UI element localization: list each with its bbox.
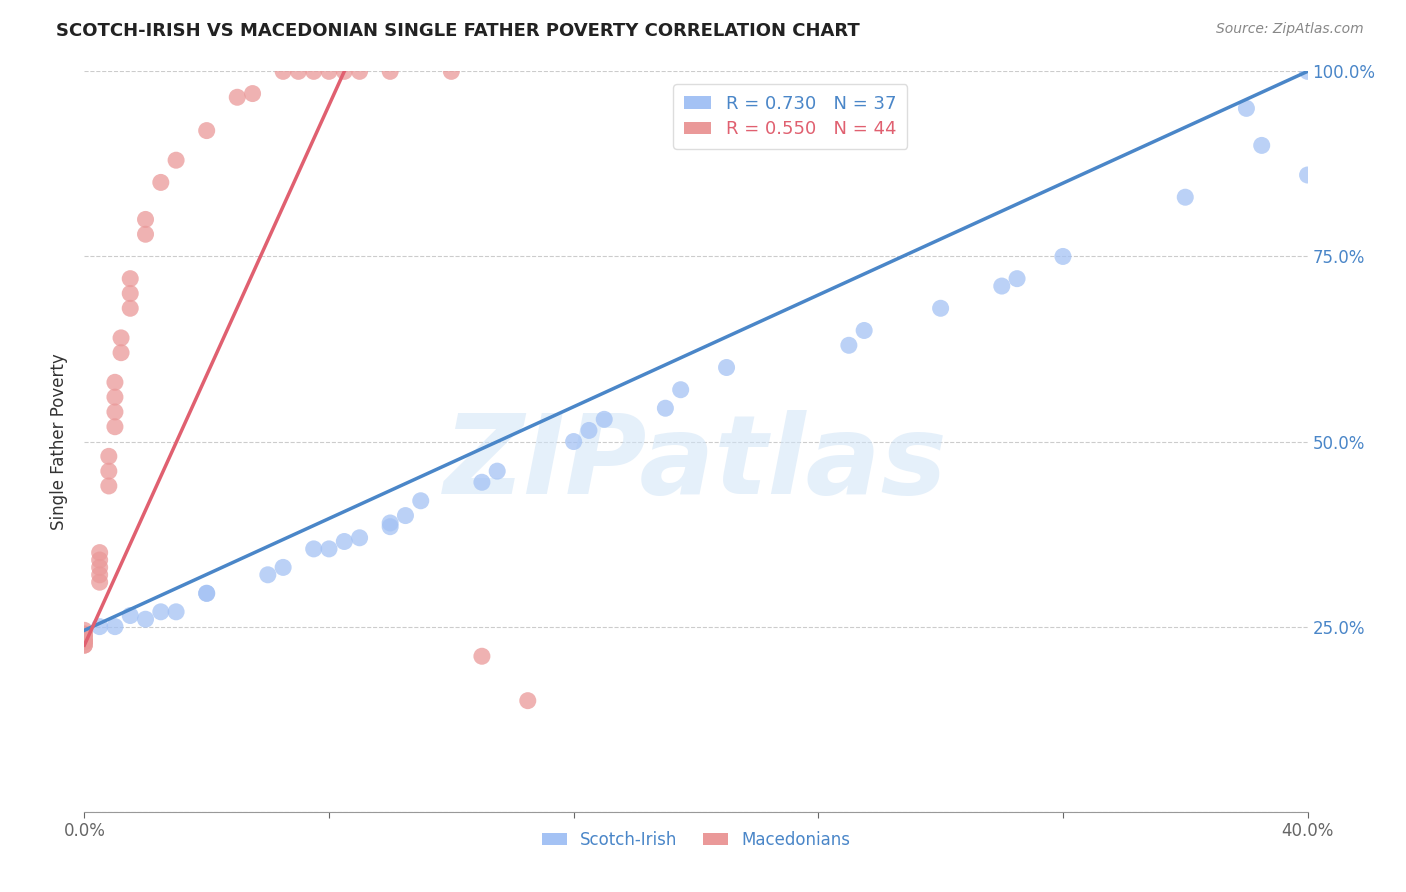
Point — [471, 649, 494, 664]
Point — [409, 493, 432, 508]
Point — [669, 383, 692, 397]
Point — [991, 279, 1014, 293]
Point — [380, 519, 402, 533]
Point — [333, 64, 356, 78]
Point — [562, 434, 585, 449]
Point — [593, 412, 616, 426]
Point — [1296, 168, 1319, 182]
Point — [73, 631, 96, 645]
Point — [838, 338, 860, 352]
Point — [195, 586, 218, 600]
Point — [89, 546, 111, 560]
Point — [89, 560, 111, 574]
Point — [853, 324, 876, 338]
Point — [73, 631, 96, 645]
Point — [471, 475, 494, 490]
Text: Source: ZipAtlas.com: Source: ZipAtlas.com — [1216, 22, 1364, 37]
Point — [516, 694, 538, 708]
Point — [104, 376, 127, 390]
Point — [318, 64, 340, 78]
Point — [1052, 250, 1074, 264]
Point — [165, 605, 187, 619]
Point — [380, 516, 402, 530]
Point — [716, 360, 738, 375]
Point — [89, 567, 111, 582]
Point — [104, 419, 127, 434]
Point — [73, 634, 96, 648]
Point — [149, 175, 172, 190]
Point — [165, 153, 187, 168]
Point — [226, 90, 249, 104]
Point — [654, 401, 676, 416]
Point — [135, 212, 157, 227]
Point — [89, 575, 111, 590]
Point — [104, 390, 127, 404]
Point — [349, 531, 371, 545]
Point — [120, 301, 142, 316]
Point — [486, 464, 509, 478]
Point — [73, 638, 96, 652]
Point — [242, 87, 264, 101]
Point — [929, 301, 952, 316]
Point — [578, 424, 600, 438]
Point — [287, 64, 309, 78]
Point — [73, 627, 96, 641]
Legend: Scotch-Irish, Macedonians: Scotch-Irish, Macedonians — [536, 824, 856, 855]
Point — [302, 64, 325, 78]
Point — [1296, 64, 1319, 78]
Point — [89, 553, 111, 567]
Point — [110, 331, 132, 345]
Point — [104, 405, 127, 419]
Point — [120, 271, 142, 285]
Point — [73, 634, 96, 648]
Point — [318, 541, 340, 556]
Point — [135, 227, 157, 242]
Point — [73, 638, 96, 652]
Point — [97, 464, 120, 478]
Point — [120, 286, 142, 301]
Point — [1174, 190, 1197, 204]
Point — [271, 560, 294, 574]
Point — [1005, 271, 1028, 285]
Point — [120, 608, 142, 623]
Point — [104, 619, 127, 633]
Point — [349, 64, 371, 78]
Point — [380, 64, 402, 78]
Point — [73, 624, 96, 638]
Point — [302, 541, 325, 556]
Text: ZIPatlas: ZIPatlas — [444, 410, 948, 517]
Point — [257, 567, 280, 582]
Point — [195, 123, 218, 137]
Text: SCOTCH-IRISH VS MACEDONIAN SINGLE FATHER POVERTY CORRELATION CHART: SCOTCH-IRISH VS MACEDONIAN SINGLE FATHER… — [56, 22, 860, 40]
Point — [110, 345, 132, 359]
Point — [73, 634, 96, 648]
Point — [149, 605, 172, 619]
Point — [97, 450, 120, 464]
Point — [195, 586, 218, 600]
Point — [394, 508, 416, 523]
Point — [1250, 138, 1272, 153]
Point — [89, 619, 111, 633]
Point — [271, 64, 294, 78]
Point — [97, 479, 120, 493]
Point — [1236, 102, 1258, 116]
Y-axis label: Single Father Poverty: Single Father Poverty — [51, 353, 69, 530]
Point — [135, 612, 157, 626]
Point — [333, 534, 356, 549]
Point — [73, 627, 96, 641]
Point — [440, 64, 463, 78]
